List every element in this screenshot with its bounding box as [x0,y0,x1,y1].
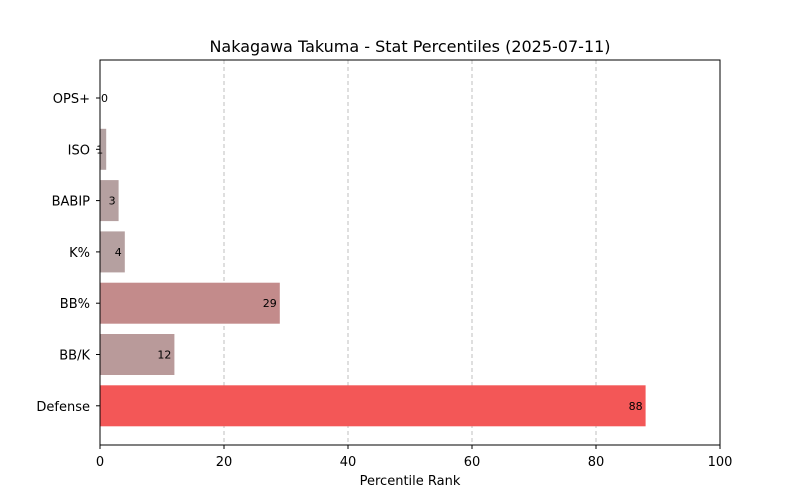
x-axis-title: Percentile Rank [360,474,461,489]
x-tick-label: 80 [588,455,605,470]
y-tick-label: ISO [68,143,90,158]
bar-value-label: 4 [115,246,122,259]
chart-title: Nakagawa Takuma - Stat Percentiles (2025… [209,37,610,56]
y-tick-label: OPS+ [53,92,90,107]
bar-value-label: 3 [109,195,116,208]
bar [100,231,125,273]
bar [100,180,119,222]
bar-value-label: 88 [629,400,643,413]
y-tick-label: BABIP [52,195,91,210]
bar-value-label: 12 [157,349,171,362]
bars [100,128,646,427]
y-tick-label: Defense [36,400,90,415]
x-tick-label: 60 [464,455,481,470]
y-axis-ticks: OPS+ ISO BABIP K% BB% BB/K Defense [36,92,100,415]
bar [100,385,646,427]
grid-lines [223,60,597,445]
y-tick-label: K% [69,246,90,261]
bar [100,334,175,375]
x-tick-label: 100 [708,455,733,470]
x-tick-label: 40 [340,455,357,470]
bar-value-label: 29 [263,297,277,310]
y-tick-label: BB/K [59,349,90,364]
bar-labels: 0134291288 [96,92,642,413]
x-tick-label: 20 [216,455,233,470]
bar [100,128,107,170]
bar-value-label: 0 [101,92,108,105]
x-axis-ticks: 0 20 40 60 80 100 [96,445,733,470]
y-tick-label: BB% [60,297,90,312]
plot-frame [99,59,721,446]
bar [100,282,280,324]
x-tick-label: 0 [96,455,104,470]
